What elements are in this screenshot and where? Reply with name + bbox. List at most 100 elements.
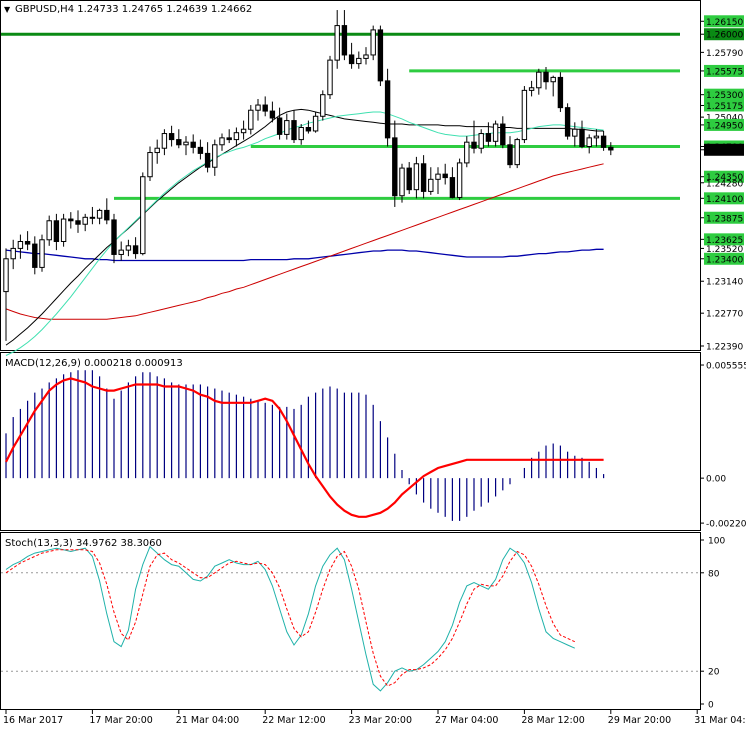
time-label: 16 Mar 2017 xyxy=(3,715,63,726)
candle-body xyxy=(276,117,283,135)
moving-average-line xyxy=(5,248,604,262)
price-label: 1.23625 xyxy=(706,236,743,246)
candle-body xyxy=(147,152,153,178)
candle-body xyxy=(291,120,297,141)
price-label-bg xyxy=(704,99,744,112)
time-label: 28 Mar 12:00 xyxy=(521,715,584,726)
stoch-label: 100 xyxy=(708,537,725,547)
candle-body xyxy=(154,147,160,154)
price-label: 1.23520 xyxy=(706,245,743,255)
candle-body xyxy=(464,141,470,164)
candle-body xyxy=(579,128,585,148)
candle-body xyxy=(284,120,290,135)
time-label: 17 Mar 20:00 xyxy=(89,715,152,726)
time-label: 27 Mar 04:00 xyxy=(435,715,498,726)
candle-body xyxy=(528,87,535,91)
candle-body xyxy=(176,139,182,146)
macd-label: 0.005555 xyxy=(706,362,746,372)
candle-body xyxy=(550,76,556,83)
stoch-chart-area[interactable] xyxy=(1,545,700,692)
stoch-signal-line xyxy=(5,549,576,687)
candle-body xyxy=(449,177,456,198)
candle-body xyxy=(593,135,600,139)
main-chart-area[interactable] xyxy=(1,10,680,356)
candle-body xyxy=(442,173,448,179)
price-label-bg xyxy=(704,170,744,183)
price-label: 1.25175 xyxy=(706,102,743,112)
candle-body xyxy=(233,132,240,141)
candle-body xyxy=(10,247,16,260)
candle-body xyxy=(240,128,247,134)
price-label: 1.23400 xyxy=(706,255,743,265)
candle-body xyxy=(536,71,542,89)
current-price-bg xyxy=(704,143,744,156)
time-label: 22 Mar 12:00 xyxy=(262,715,325,726)
candle-body xyxy=(600,135,607,148)
candle-body xyxy=(420,163,427,192)
price-label-bg xyxy=(704,64,744,77)
price-label-bg xyxy=(704,15,744,28)
price-label: 1.24100 xyxy=(706,195,743,205)
candle-body xyxy=(226,137,232,141)
price-label: 1.22390 xyxy=(706,343,743,353)
candle-body xyxy=(248,109,254,130)
candle-body xyxy=(39,239,45,268)
stoch-panel-frame xyxy=(0,532,701,710)
candle-body xyxy=(586,137,592,147)
price-label: 1.24950 xyxy=(706,121,743,131)
price-label: 1.25790 xyxy=(706,49,743,59)
time-axis: 16 Mar 2017 17 Mar 20:00 21 Mar 04:00 22 Ma… xyxy=(3,710,746,726)
candle-body xyxy=(197,146,204,154)
dropdown-arrow-icon[interactable]: ▼ xyxy=(4,5,11,14)
candle-body xyxy=(104,209,110,221)
stoch-header: Stoch(13,3,3) 34.9762 38.3060 xyxy=(5,538,162,549)
candle-body xyxy=(60,218,67,243)
candle-body xyxy=(75,220,81,225)
candle-body xyxy=(564,107,571,137)
price-label-bg xyxy=(704,88,744,101)
price-label: 1.23140 xyxy=(706,278,743,288)
candle-body xyxy=(96,209,103,219)
candle-body xyxy=(183,141,189,146)
candle-body xyxy=(341,25,348,56)
price-label-bg xyxy=(704,252,744,265)
candle-body xyxy=(255,104,261,111)
candle-body xyxy=(118,249,124,255)
time-label: 23 Mar 20:00 xyxy=(349,715,412,726)
price-label: 1.26000 xyxy=(706,31,743,41)
candle-body xyxy=(492,123,499,142)
candle-body xyxy=(514,139,520,166)
macd-chart-area[interactable] xyxy=(5,370,605,521)
candle-body xyxy=(557,76,564,109)
stoch-label: 20 xyxy=(708,668,720,678)
candle-body xyxy=(384,80,391,139)
candle-body xyxy=(521,89,528,141)
price-label-bg xyxy=(704,233,744,246)
candle-body xyxy=(32,243,38,268)
candle-body xyxy=(348,54,355,65)
candle-body xyxy=(204,152,211,168)
candle-body xyxy=(507,144,513,166)
stoch-main-line xyxy=(5,545,576,692)
candle-body xyxy=(190,141,196,148)
price-label: 1.26150 xyxy=(706,18,743,28)
macd-panel-frame xyxy=(0,352,701,531)
candle-body xyxy=(219,137,225,146)
price-label-bg xyxy=(704,28,744,41)
price-label: 1.24280 xyxy=(706,179,743,189)
candle-body xyxy=(46,220,52,241)
candle-body xyxy=(269,110,276,119)
price-label: 1.23875 xyxy=(706,214,743,224)
macd-signal-line xyxy=(5,377,604,518)
candle-body xyxy=(24,241,31,245)
candle-body xyxy=(435,173,441,180)
price-label: 1.25300 xyxy=(706,91,743,101)
candle-body xyxy=(363,54,369,59)
time-label: 21 Mar 04:00 xyxy=(176,715,239,726)
macd-header: MACD(12,26,9) 0.000218 0.000913 xyxy=(5,358,183,369)
price-axis[interactable]: 1.26150 1.26000 1.25790 1.25575 1.253001.251… xyxy=(700,15,746,711)
candle-body xyxy=(413,163,420,191)
stoch-label: 80 xyxy=(708,569,720,579)
candle-body xyxy=(327,59,333,96)
